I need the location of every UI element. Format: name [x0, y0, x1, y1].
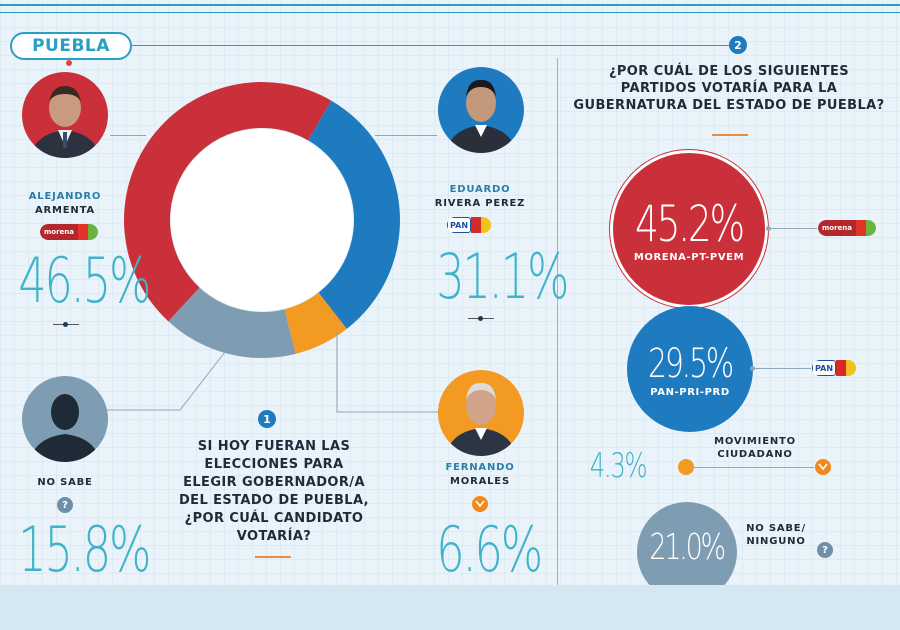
question-2-underline	[712, 134, 748, 136]
question-2-badge: 2	[729, 36, 747, 54]
connector-morales	[336, 332, 440, 413]
top-rule-thin	[0, 12, 900, 13]
mc-percentage: 4.3%	[589, 446, 648, 486]
morales-last-name: MORALES	[450, 476, 510, 487]
armenta-segment	[123, 81, 332, 322]
nosabe-label: NO SABE	[37, 477, 93, 488]
mc-label: MOVIMIENTO CIUDADANO	[714, 436, 796, 460]
pan-connector	[755, 368, 811, 369]
morales-photo	[438, 370, 524, 456]
connector-rivera	[375, 135, 437, 136]
title-dot	[66, 60, 72, 66]
armenta-last-name: ARMENTA	[35, 205, 95, 216]
question-2-text: ¿POR CUÁL DE LOS SIGUIENTES PARTIDOS VOT…	[573, 64, 885, 113]
pan-logo-text: PAN	[447, 217, 472, 233]
mc-party-circle	[678, 459, 694, 475]
armenta-photo	[22, 72, 108, 158]
nosabe-silhouette	[22, 376, 108, 462]
column-divider	[557, 58, 558, 585]
morales-percentage: 6.6%	[436, 513, 543, 586]
rivera-percentage: 31.1%	[436, 240, 569, 313]
ninguno-label: NO SABE/ NINGUNO	[746, 523, 806, 547]
morales-first-name: FERNANDO	[445, 462, 515, 473]
morena-connector	[771, 228, 817, 229]
armenta-tick	[53, 322, 79, 327]
rivera-last-name: RIVERA PEREZ	[434, 198, 526, 209]
pan-logo-text-2: PAN	[812, 360, 837, 376]
morena-connector-dot	[766, 226, 771, 231]
pan-label: PAN-PRI-PRD	[650, 386, 730, 398]
question-mark-icon-2: ?	[817, 542, 833, 558]
footer-band-overlay	[0, 585, 900, 630]
pan-coalition-logo-1: PAN	[447, 217, 492, 233]
morena-percentage: 45.2%	[635, 194, 745, 253]
rivera-photo	[438, 67, 524, 153]
rivera-tick	[468, 316, 494, 321]
donut-hole	[171, 129, 353, 311]
morales-segment	[284, 292, 347, 354]
title-line	[132, 45, 730, 46]
rivera-segment	[308, 100, 400, 329]
morena-coalition-logo-1: morena	[40, 224, 99, 240]
rivera-first-name: EDUARDO	[449, 184, 511, 195]
question-mark-icon: ?	[57, 497, 73, 513]
pan-coalition-logo-2: PAN	[812, 360, 857, 376]
mc-connector	[694, 467, 814, 468]
question-1-text: SI HOY FUERAN LAS ELECCIONES PARA ELEGIR…	[178, 439, 369, 544]
pan-connector-dot	[750, 366, 755, 371]
mc-logo-icon	[472, 496, 488, 512]
rivera-name: EDUARDO RIVERA PEREZ	[430, 183, 530, 211]
armenta-name: ALEJANDRO ARMENTA	[20, 190, 110, 218]
connector-nosabe	[105, 351, 226, 411]
state-title: PUEBLA	[10, 32, 132, 60]
nosabe-percentage: 15.8%	[18, 513, 151, 586]
morena-label: MORENA-PT-PVEM	[633, 251, 745, 263]
top-rule	[0, 4, 900, 6]
armenta-first-name: ALEJANDRO	[28, 191, 102, 202]
armenta-percentage: 46.5%	[18, 244, 151, 317]
morales-name: FERNANDO MORALES	[430, 461, 530, 489]
connector-armenta	[110, 135, 146, 136]
morena-party-circle: 45.2% MORENA-PT-PVEM	[610, 150, 768, 308]
pan-party-circle: 29.5% PAN-PRI-PRD	[627, 306, 753, 432]
morena-logo-text-2: morena	[818, 220, 857, 236]
morena-coalition-logo-2: morena	[818, 220, 877, 236]
ninguno-percentage: 21.0%	[649, 527, 727, 568]
morena-logo-text: morena	[40, 224, 79, 240]
nosabe-segment	[168, 287, 296, 358]
candidate-donut-chart	[123, 81, 400, 358]
question-1-underline	[255, 556, 291, 558]
pan-percentage: 29.5%	[647, 340, 734, 387]
mc-logo-icon-2	[815, 459, 831, 475]
question-1-badge: 1	[258, 410, 276, 428]
